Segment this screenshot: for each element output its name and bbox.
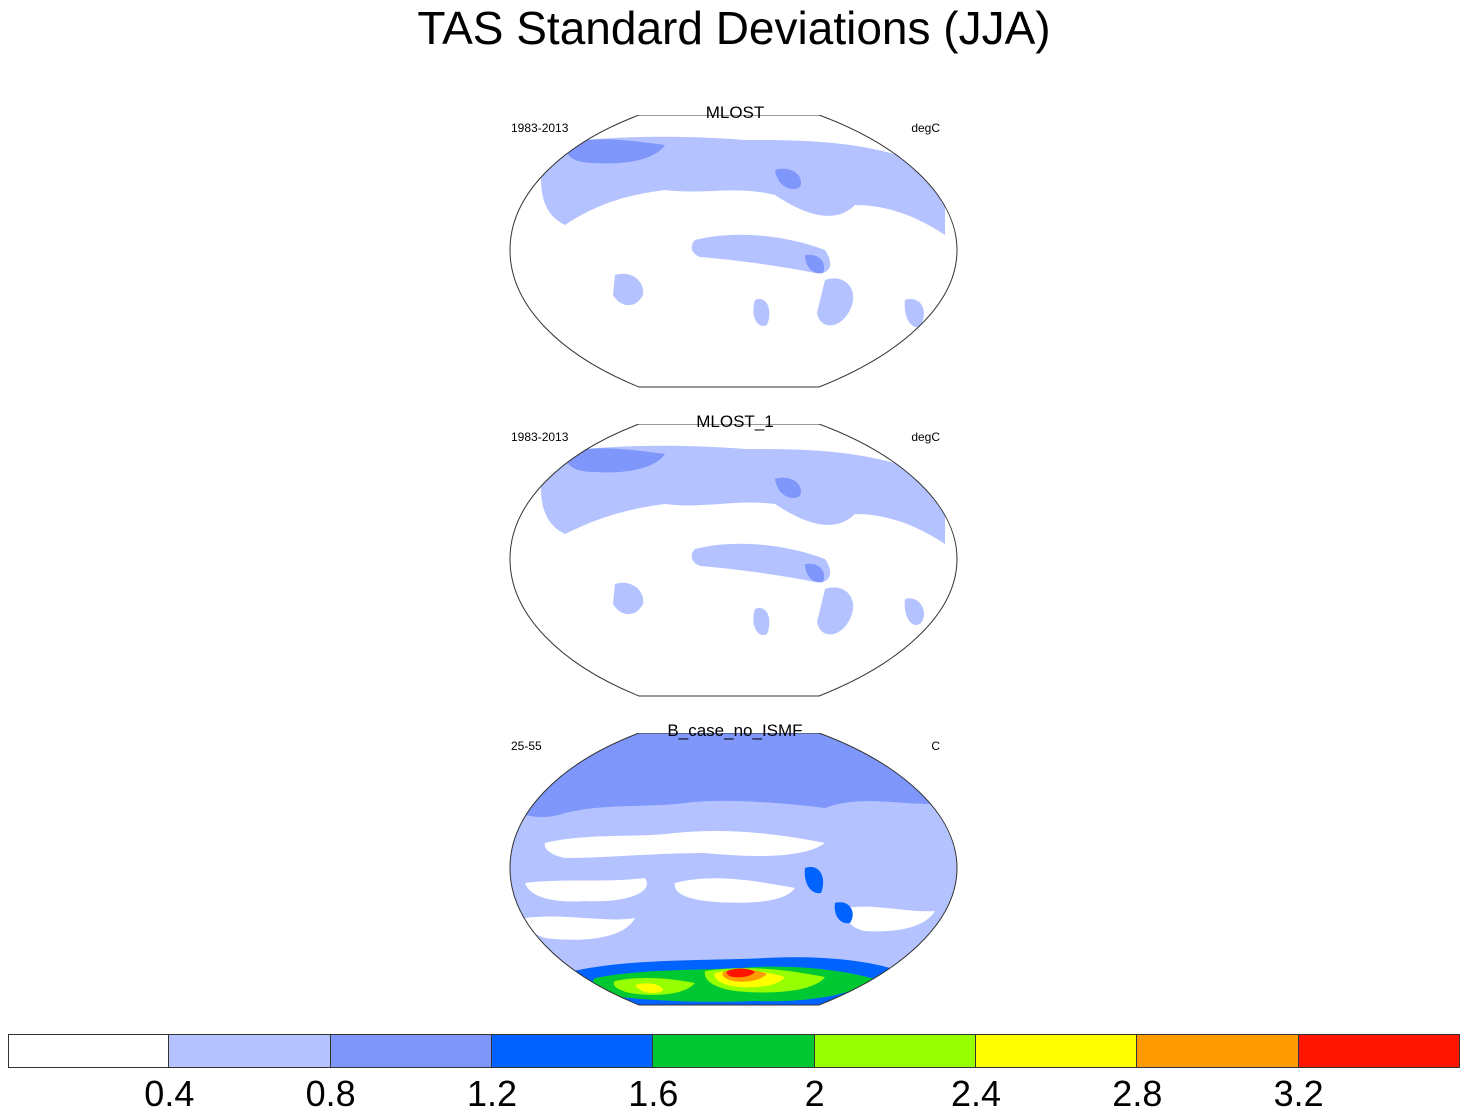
panel-title: MLOST_1 bbox=[696, 412, 774, 431]
anomaly-region bbox=[804, 867, 824, 894]
panel-title: B_case_no_ISMF bbox=[667, 721, 803, 740]
map-mlost bbox=[509, 115, 958, 388]
colorbar-tick-label: 2.8 bbox=[1112, 1073, 1163, 1114]
colorbar-segment bbox=[653, 1034, 815, 1068]
map-panel-b-case-no-ismf: B_case_no_ISMF 25-55 C bbox=[505, 721, 965, 1033]
anomaly-region bbox=[544, 831, 825, 858]
colorbar-segment bbox=[976, 1034, 1138, 1068]
panel-units-label: degC bbox=[911, 430, 940, 444]
anomaly-region bbox=[817, 278, 854, 326]
figure-title: TAS Standard Deviations (JJA) bbox=[417, 2, 1051, 54]
map-mlost-1 bbox=[509, 424, 958, 697]
anomaly-region bbox=[525, 878, 647, 902]
colorbar-tick-label: 2 bbox=[804, 1073, 825, 1114]
anomaly-region bbox=[817, 587, 854, 635]
colorbar-tick-label: 2.4 bbox=[950, 1073, 1002, 1114]
colorbar-tick-label: 0.8 bbox=[305, 1073, 356, 1114]
anomaly-region bbox=[753, 608, 770, 635]
panel-period-label: 1983-2013 bbox=[511, 430, 569, 444]
anomaly-region bbox=[635, 983, 663, 993]
colorbar-segment bbox=[1298, 1034, 1460, 1068]
panel-units-label: degC bbox=[911, 121, 940, 135]
anomaly-region bbox=[565, 139, 665, 164]
colorbar-segment bbox=[814, 1034, 976, 1068]
anomaly-region bbox=[805, 563, 825, 583]
colorbar bbox=[8, 1034, 1460, 1068]
colorbar-tick-label: 3.2 bbox=[1273, 1073, 1324, 1114]
colorbar-segment bbox=[169, 1034, 331, 1068]
anomaly-region bbox=[753, 299, 770, 326]
anomaly-region bbox=[904, 299, 925, 328]
colorbar-segment bbox=[492, 1034, 654, 1068]
colorbar-segment bbox=[1137, 1034, 1299, 1068]
map-panel-mlost: MLOST 1983-2013 degC bbox=[505, 103, 965, 415]
anomaly-region bbox=[674, 878, 795, 903]
map-outline bbox=[509, 115, 958, 388]
anomaly-region bbox=[726, 968, 755, 978]
colorbar-segment bbox=[8, 1034, 170, 1068]
map-outline bbox=[509, 424, 958, 697]
anomaly-region bbox=[775, 477, 801, 499]
anomaly-region bbox=[510, 733, 957, 818]
colorbar-tick-label: 1.2 bbox=[466, 1073, 518, 1114]
anomaly-region bbox=[844, 906, 935, 932]
anomaly-region bbox=[613, 273, 644, 306]
anomaly-region bbox=[524, 916, 635, 940]
anomaly-region bbox=[565, 448, 665, 473]
panel-period-label: 25-55 bbox=[511, 739, 542, 753]
anomaly-region bbox=[904, 598, 925, 625]
anomaly-region bbox=[541, 445, 945, 544]
map-panel-mlost-1: MLOST_1 1983-2013 degC bbox=[505, 412, 965, 724]
panel-period-label: 1983-2013 bbox=[511, 121, 569, 135]
anomaly-region bbox=[691, 543, 831, 583]
anomaly-region bbox=[541, 136, 945, 235]
colorbar-frame bbox=[8, 1034, 1460, 1068]
colorbar-tick-label: 1.6 bbox=[628, 1073, 679, 1114]
map-outline bbox=[509, 733, 958, 1006]
anomaly-region bbox=[613, 582, 644, 615]
colorbar-tick-label: 0.4 bbox=[144, 1073, 195, 1114]
anomaly-region bbox=[691, 234, 831, 274]
map-b-case-no-ismf bbox=[509, 733, 958, 1006]
anomaly-region bbox=[805, 254, 825, 274]
colorbar-segment bbox=[330, 1034, 492, 1068]
panel-units-label: C bbox=[931, 739, 940, 753]
anomaly-region bbox=[834, 902, 853, 924]
panel-title: MLOST bbox=[705, 103, 765, 122]
anomaly-region bbox=[775, 168, 801, 190]
